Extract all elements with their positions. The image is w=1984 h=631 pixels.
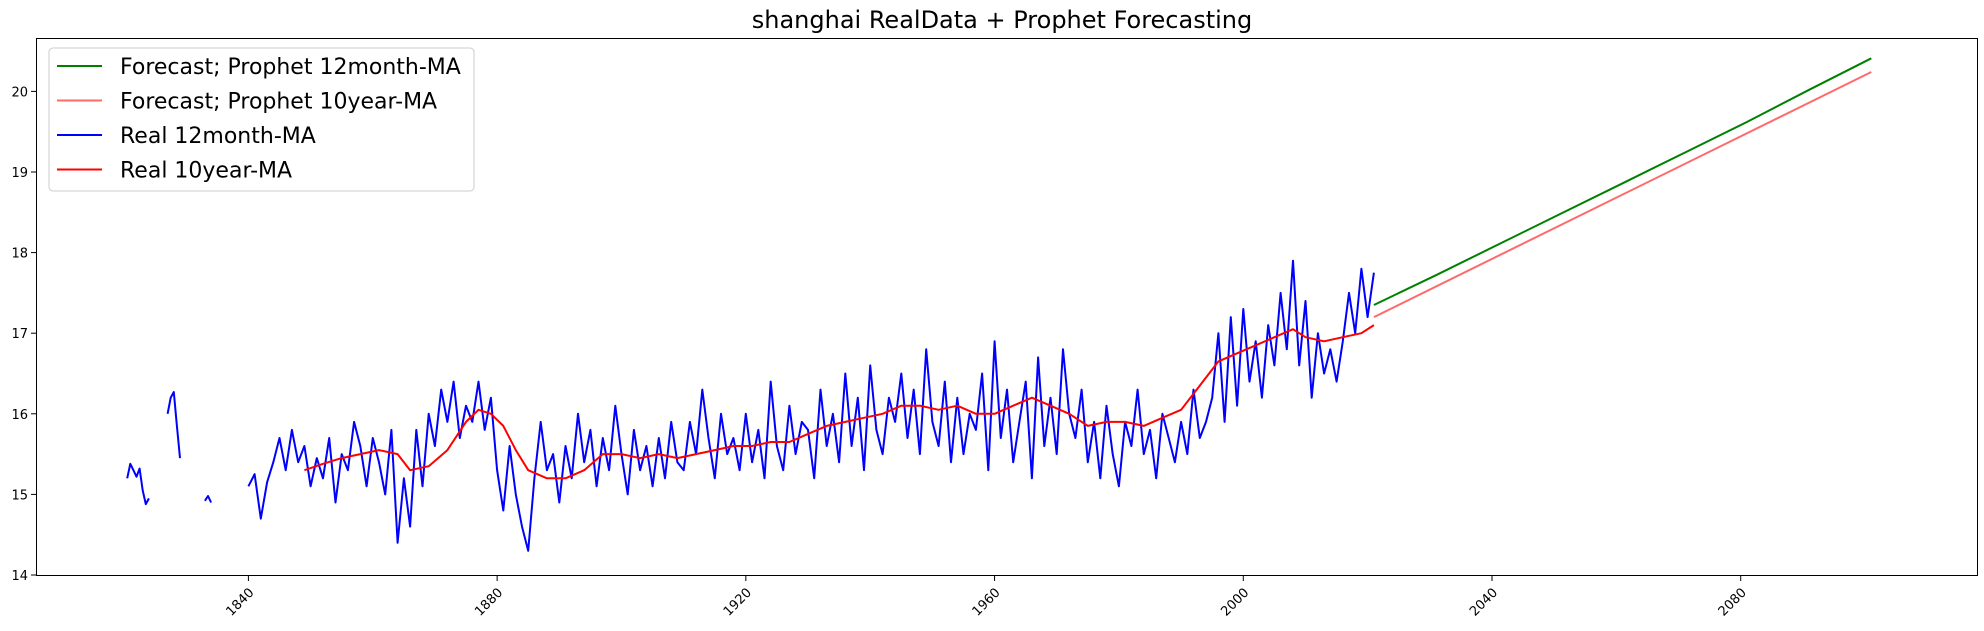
series-line-real-12month-ma-seg4 [247,259,1375,552]
series-line-real-12month-ma-seg3 [204,495,213,503]
series-layer [126,57,1872,552]
legend-label-real-10year-ma: Real 10year-MA [120,159,292,184]
series-line-real-12month-ma-seg2 [166,391,181,459]
x-tick-label: 1960 [970,585,1004,619]
y-tick-label: 15 [11,488,28,503]
y-tick-label: 14 [11,569,28,584]
x-tick-label: 2000 [1218,585,1252,619]
y-tick-label: 20 [11,85,28,100]
x-tick-label: 2080 [1716,585,1750,619]
y-axis: 14 15 16 17 18 19 20 [11,85,37,584]
chart-title: shanghai RealData + Prophet Forecasting [752,6,1252,34]
series-line-forecast-prophet-12month-ma [1373,57,1872,306]
plot-area [36,38,1978,576]
legend-label-forecast-prophet-12month-ma: Forecast; Prophet 12month-MA [120,55,461,80]
series-line-forecast-prophet-10year-ma [1373,71,1872,318]
x-axis: 1840 1880 1920 1960 2000 2040 2080 [223,575,1750,619]
y-tick-label: 16 [11,408,28,423]
y-tick-label: 18 [11,247,28,262]
x-tick-label: 1880 [472,585,506,619]
legend-label-real-12month-ma: Real 12month-MA [120,124,316,149]
x-tick-label: 1840 [223,585,257,619]
legend: Forecast; Prophet 12month-MA Forecast; Pr… [48,47,475,192]
series-line-real-10year-ma [304,324,1375,480]
x-tick-label: 1920 [721,585,755,619]
series-line-real-12month-ma-seg1 [126,462,150,506]
legend-box [48,47,475,192]
y-tick-label: 19 [11,166,28,181]
legend-label-forecast-prophet-10year-ma: Forecast; Prophet 10year-MA [120,90,437,115]
y-tick-label: 17 [11,327,28,342]
x-tick-label: 2040 [1467,585,1501,619]
